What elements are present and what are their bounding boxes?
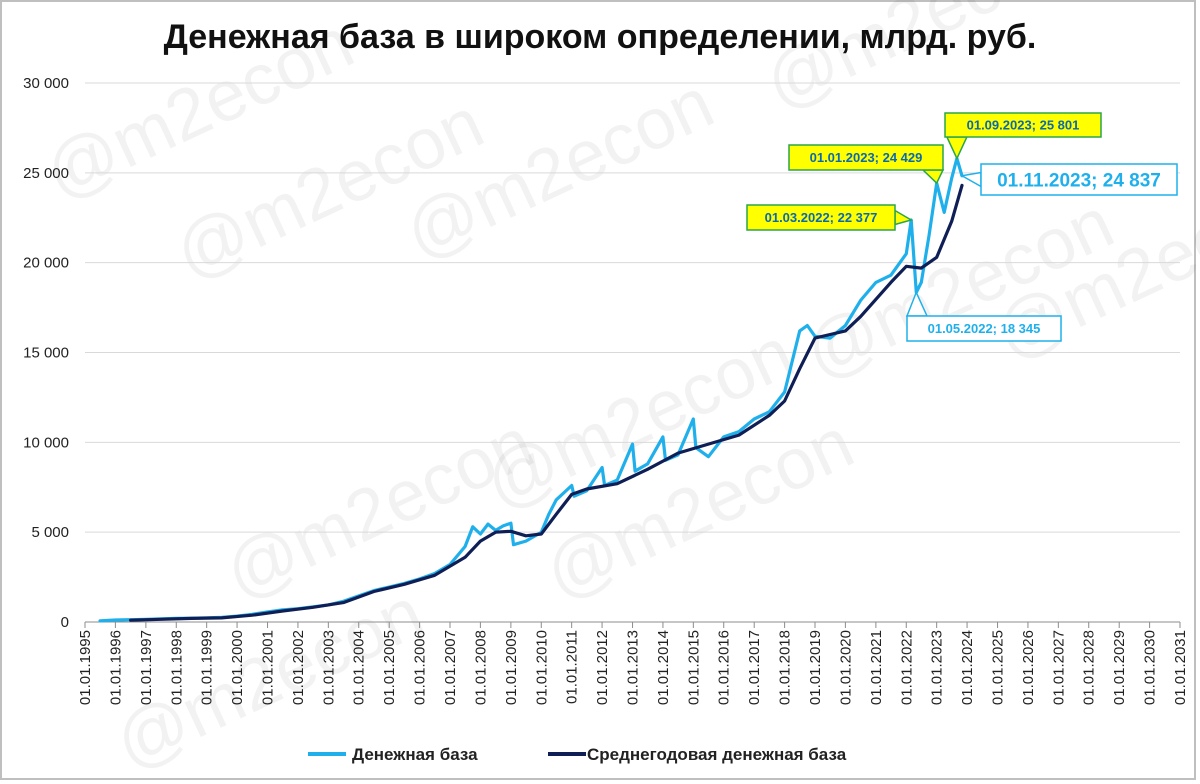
annotation-label: 01.11.2023; 24 837 (997, 170, 1161, 191)
x-tick-label: 01.01.2018 (777, 630, 794, 705)
x-tick-label: 01.01.2013 (625, 630, 642, 705)
x-tick-label: 01.01.2029 (1111, 630, 1128, 705)
legend-label: Денежная база (352, 745, 478, 764)
annotation-box (906, 315, 1062, 342)
x-tick-label: 01.01.2023 (929, 630, 946, 705)
y-tick-label: 10 000 (23, 434, 69, 451)
x-tick-label: 01.01.2017 (746, 630, 763, 705)
x-tick-label: 01.01.1995 (77, 630, 94, 705)
x-tick-label: 01.01.2006 (412, 630, 429, 705)
x-tick-label: 01.01.1998 (168, 630, 185, 705)
y-tick-label: 30 000 (23, 75, 69, 92)
x-tick-label: 01.01.1999 (199, 630, 216, 705)
y-tick-label: 15 000 (23, 345, 69, 362)
x-tick-label: 01.01.2005 (381, 630, 398, 705)
annotation-label: 01.05.2022; 18 345 (928, 321, 1041, 336)
x-tick-label: 01.01.2002 (290, 630, 307, 705)
x-tick-label: 01.01.2026 (1020, 630, 1037, 705)
annotation-pointer (945, 136, 969, 161)
x-tick-label: 01.01.2027 (1050, 630, 1067, 705)
annotation-box (944, 112, 1102, 138)
x-tick-label: 01.01.2016 (716, 630, 733, 705)
y-tick-label: 5 000 (31, 524, 69, 541)
x-tick-label: 01.01.2030 (1142, 630, 1159, 705)
annotation-label: 01.03.2022; 22 377 (765, 210, 878, 225)
chart-title: Денежная база в широком определении, млр… (163, 18, 1037, 56)
x-tick-label: 01.01.2011 (564, 630, 581, 704)
x-tick-label: 01.01.2010 (533, 630, 550, 705)
x-tick-label: 01.01.2020 (837, 630, 854, 705)
x-tick-label: 01.01.1997 (138, 630, 155, 705)
x-tick-label: 01.01.2014 (655, 630, 672, 705)
x-tick-label: 01.01.2019 (807, 630, 824, 705)
annotation-pointer (894, 209, 914, 226)
x-tick-label: 01.01.2031 (1172, 630, 1189, 705)
annotation-label: 01.09.2023; 25 801 (967, 118, 1080, 133)
x-tick-label: 01.01.2015 (685, 630, 702, 705)
annotation-pointer (959, 171, 982, 188)
x-tick-label: 01.01.2003 (320, 630, 337, 705)
y-tick-label: 20 000 (23, 255, 69, 272)
x-tick-label: 01.01.2022 (898, 630, 915, 705)
x-tick-label: 01.01.2001 (260, 630, 277, 705)
series-line-annual-average (129, 183, 964, 622)
x-tick-label: 01.01.2000 (229, 630, 246, 705)
x-tick-label: 01.01.2028 (1081, 630, 1098, 705)
y-tick-label: 25 000 (23, 165, 69, 182)
x-tick-label: 01.01.2021 (868, 630, 885, 705)
watermark-text: @m2econ (753, 0, 1085, 125)
annotation-box (980, 163, 1178, 196)
annotation-box (746, 204, 896, 231)
x-tick-label: 01.01.1996 (107, 630, 124, 705)
x-tick-label: 01.01.2008 (472, 630, 489, 705)
x-tick-label: 01.01.2009 (503, 630, 520, 705)
x-tick-label: 01.01.2007 (442, 630, 459, 705)
x-tick-label: 01.01.2012 (594, 630, 611, 705)
x-tick-label: 01.01.2025 (990, 630, 1007, 705)
legend-label: Среднегодовая денежная база (587, 745, 847, 764)
annotation-label: 01.01.2023; 24 429 (810, 150, 923, 165)
x-tick-label: 01.01.2004 (351, 630, 368, 705)
y-tick-label: 0 (61, 614, 69, 631)
x-tick-label: 01.01.2024 (959, 630, 976, 705)
annotation-box (788, 144, 944, 171)
annotation-pointer (921, 169, 945, 185)
